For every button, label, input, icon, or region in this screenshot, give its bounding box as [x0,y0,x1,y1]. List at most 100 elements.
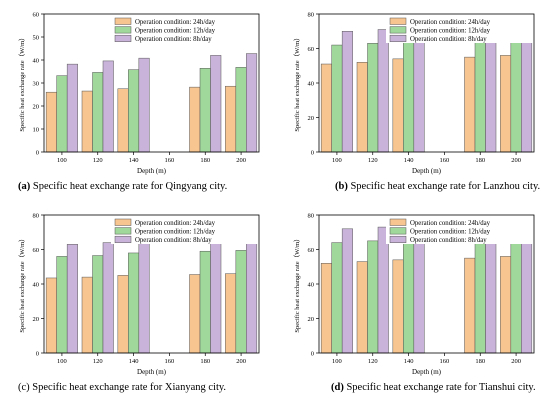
legend-box [111,216,258,244]
bar-s1-200 [225,273,237,354]
legend-label-s2: Operation condition: 12h/day [135,228,216,235]
legend-label-s3: Operation condition: 8h/day [135,36,212,43]
x-tick-label: 140 [129,358,139,365]
x-tick-label: 140 [404,358,414,365]
y-tick-label: 0 [36,150,39,157]
figure-caption: (c) Specific heat exchange rate for Xian… [18,382,226,393]
bar-s3-140 [138,239,150,354]
x-axis-label: Depth (m) [412,368,442,376]
x-tick-label: 160 [165,358,175,365]
chart-qingyang: 0 10 20 30 40 50 60 100 120 140 160 180 200 Depth (m)… [18,12,260,175]
legend-swatch-s3 [389,235,407,243]
legend-label-s2: Operation condition: 12h/day [410,228,491,235]
bar-s1-140 [392,58,404,153]
bar-s1-100 [320,263,332,354]
y-tick-label: 0 [311,150,314,157]
caption-label: (d) [331,382,344,393]
legend-swatch-s3 [389,34,407,42]
bar-s3-120 [102,60,114,153]
x-axis-label: Depth (m) [137,167,167,175]
bar-s3-100 [66,63,78,153]
y-tick-label: 60 [308,247,315,254]
bar-s1-100 [320,63,332,153]
y-tick-label: 10 [33,127,40,134]
bar-s2-200 [235,67,247,153]
bar-s3-180 [485,24,497,153]
x-axis-label: Depth (m) [412,167,442,175]
bar-s2-180 [474,39,486,153]
bar-s1-180 [189,86,201,153]
bar-s2-100 [331,242,343,354]
y-axis-label: Specific heat exchange rate（W/m） [18,34,26,131]
x-tick-label: 200 [236,358,246,365]
x-tick-label: 200 [236,157,246,164]
legend-label-s1: Operation condition: 24h/day [135,220,216,227]
bar-s3-200 [246,53,258,153]
legend-swatch-s1 [114,17,132,25]
bar-s1-200 [500,55,512,153]
x-tick-label: 100 [57,157,67,164]
bar-s1-120 [356,261,368,354]
bar-s2-200 [510,37,522,153]
figure-caption: (d) Specific heat exchange rate for Tian… [331,382,536,393]
chart-xianyang: 0 20 40 60 80 100 120 140 160 180 200 Depth (m) Spec… [18,213,260,376]
legend-swatch-s3 [114,235,132,243]
bar-s2-180 [199,68,211,153]
chart-panel-lanzhou: 0 20 40 60 80 100 120 140 160 180 200 Depth (m) Spec… [275,0,550,201]
y-tick-label: 80 [308,213,315,220]
bar-s3-140 [413,25,425,153]
bar-s2-100 [331,44,343,153]
y-axis-label: Specific heat exchange rate（W/m） [18,235,26,332]
bar-s1-200 [500,256,512,354]
legend-swatch-s2 [114,227,132,235]
bar-s2-120 [367,43,379,153]
legend-swatch-s1 [389,17,407,25]
bar-s3-200 [246,238,258,354]
caption-text: Specific heat exchange rate for Tianshui… [343,382,536,393]
bar-s2-180 [199,250,211,354]
bar-s1-120 [81,276,93,354]
caption-label: (c) [18,382,30,393]
legend-label-s1: Operation condition: 24h/day [410,19,491,26]
y-tick-label: 80 [33,213,40,220]
legend-box [386,216,533,244]
x-tick-label: 120 [368,157,378,164]
legend-swatch-s2 [389,26,407,34]
x-tick-label: 160 [165,157,175,164]
bar-s3-180 [210,55,222,153]
y-tick-label: 40 [33,282,40,289]
figure-caption: (a) Specific heat exchange rate for Qing… [18,181,227,192]
bar-s1-140 [392,259,404,354]
legend-label-s1: Operation condition: 24h/day [410,220,491,227]
bar-s1-200 [225,85,237,153]
legend-box [111,15,258,43]
x-tick-label: 140 [129,157,139,164]
legend-swatch-s1 [114,218,132,226]
bar-s3-100 [341,31,353,153]
y-axis-label: Specific heat exchange rate（W/m） [293,235,301,332]
x-tick-label: 100 [57,358,67,365]
legend-swatch-s3 [114,34,132,42]
y-tick-label: 50 [33,35,40,42]
x-tick-label: 200 [511,358,521,365]
y-tick-label: 40 [308,282,315,289]
legend-swatch-s2 [389,227,407,235]
bar-s3-120 [102,242,114,354]
caption-text: Specific heat exchange rate for Xianyang… [29,382,227,393]
bar-s2-140 [128,252,140,354]
chart-panel-tianshui: 0 20 40 60 80 100 120 140 160 180 200 Depth (m) Spec… [275,201,550,402]
x-tick-label: 120 [93,157,103,164]
y-tick-label: 60 [33,247,40,254]
caption-label: (b) [335,181,348,192]
bar-s2-140 [128,69,140,153]
y-tick-label: 40 [308,81,315,88]
x-tick-label: 120 [93,358,103,365]
y-tick-label: 60 [308,46,315,53]
bar-s2-120 [92,72,104,153]
y-tick-label: 20 [308,115,315,122]
bar-s3-120 [377,226,389,354]
y-tick-label: 20 [308,316,315,323]
legend-label-s2: Operation condition: 12h/day [135,27,216,34]
y-tick-label: 40 [33,58,40,65]
y-tick-label: 60 [33,12,40,19]
